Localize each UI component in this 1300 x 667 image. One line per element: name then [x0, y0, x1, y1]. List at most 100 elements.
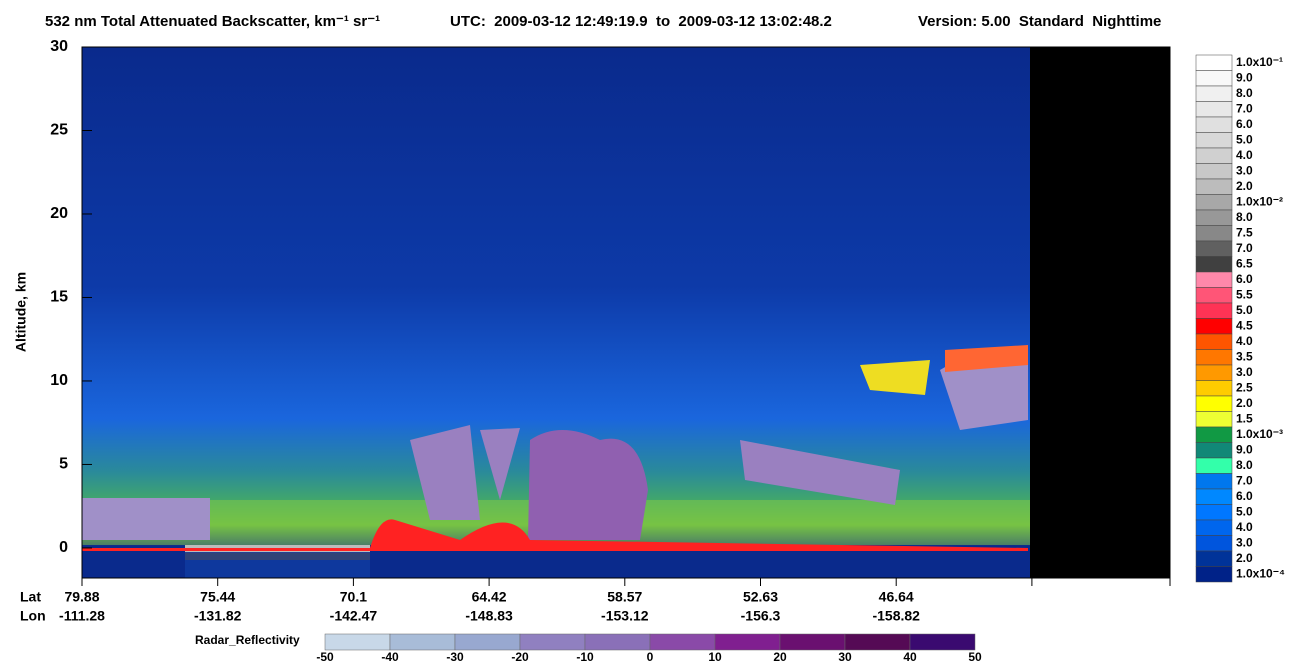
colorbar-label: 4.0	[1236, 148, 1253, 162]
lon-tick-label: -148.83	[465, 608, 513, 624]
radar-swatch	[324, 633, 391, 651]
colorbar-swatch	[1195, 70, 1233, 87]
colorbar-label: 9.0	[1236, 442, 1253, 456]
lon-tick-label: -158.82	[872, 608, 920, 624]
radar-tick-label: 30	[838, 650, 852, 664]
lat-tick-label: 70.1	[340, 589, 367, 605]
y-tick-label: 20	[50, 205, 68, 222]
colorbar-label: 3.0	[1236, 365, 1253, 379]
colorbar-swatch	[1195, 271, 1233, 288]
colorbar-label: 5.5	[1236, 287, 1253, 301]
colorbar-swatch	[1195, 380, 1233, 397]
y-tick-label: 10	[50, 372, 68, 389]
colorbar-label: 1.0x10⁻²	[1236, 194, 1283, 208]
lat-tick-label: 79.88	[64, 589, 99, 605]
lat-tick-label: 75.44	[200, 589, 235, 605]
colorbar-swatch	[1195, 318, 1233, 335]
colorbar-swatch	[1195, 333, 1233, 350]
colorbar-label: 8.0	[1236, 86, 1253, 100]
colorbar-label: 5.0	[1236, 504, 1253, 518]
colorbar-label: 2.0	[1236, 551, 1253, 565]
colorbar-label: 2.0	[1236, 179, 1253, 193]
radar-tick-label: -30	[446, 650, 464, 664]
colorbar-swatch	[1195, 85, 1233, 102]
colorbar-label: 4.0	[1236, 520, 1253, 534]
radar-tick-label: -50	[316, 650, 334, 664]
radar-tick-label: 50	[968, 650, 982, 664]
y-tick-label: 0	[59, 539, 68, 556]
colorbar-swatch	[1195, 473, 1233, 490]
colorbar-swatch	[1195, 147, 1233, 164]
radar-swatch	[844, 633, 911, 651]
colorbar-swatch	[1195, 442, 1233, 459]
radar-swatch	[454, 633, 521, 651]
radar-tick-label: 10	[708, 650, 722, 664]
colorbar-label: 4.0	[1236, 334, 1253, 348]
radar-swatch	[714, 633, 781, 651]
radar-tick-label: 0	[647, 650, 654, 664]
colorbar-swatch	[1195, 349, 1233, 366]
radar-tick-label: -20	[511, 650, 529, 664]
lon-tick-label: -111.28	[59, 608, 105, 624]
colorbar-swatch	[1195, 101, 1233, 118]
colorbar-label: 5.0	[1236, 132, 1253, 146]
colorbar-swatch	[1195, 225, 1233, 242]
y-tick-label: 15	[50, 289, 68, 306]
colorbar-swatch	[1195, 132, 1233, 149]
colorbar-swatch	[1195, 411, 1233, 428]
lon-tick-label: -131.82	[194, 608, 242, 624]
colorbar-swatch	[1195, 116, 1233, 133]
colorbar-swatch	[1195, 488, 1233, 505]
time-range: UTC: 2009-03-12 12:49:19.9 to 2009-03-12…	[450, 13, 832, 30]
lat-label: Lat	[20, 589, 41, 605]
colorbar-swatch	[1195, 550, 1233, 567]
colorbar-swatch	[1195, 209, 1233, 226]
radar-swatch	[649, 633, 716, 651]
radar-swatch	[909, 633, 976, 651]
colorbar-label: 1.0x10⁻³	[1236, 427, 1283, 441]
lat-tick-label: 58.57	[607, 589, 642, 605]
colorbar-label: 6.5	[1236, 256, 1253, 270]
radar-tick-label: -10	[576, 650, 594, 664]
colorbar-label: 7.5	[1236, 225, 1253, 239]
radar-swatch	[584, 633, 651, 651]
colorbar-swatch	[1195, 240, 1233, 257]
colorbar-swatch	[1195, 194, 1233, 211]
colorbar-label: 3.0	[1236, 535, 1253, 549]
colorbar-label: 2.0	[1236, 396, 1253, 410]
colorbar-label: 7.0	[1236, 241, 1253, 255]
colorbar-label: 1.0x10⁻⁴	[1236, 566, 1285, 580]
radar-tick-label: 20	[773, 650, 787, 664]
colorbar-swatch	[1195, 302, 1233, 319]
radar-label: Radar_Reflectivity	[195, 633, 300, 647]
colorbar-label: 8.0	[1236, 458, 1253, 472]
lat-tick-label: 52.63	[743, 589, 778, 605]
plot-image	[82, 47, 1170, 578]
plot-frame	[81, 46, 1171, 579]
radar-swatch	[519, 633, 586, 651]
version: Version: 5.00 Standard Nighttime	[918, 13, 1161, 30]
lon-tick-label: -142.47	[330, 608, 378, 624]
colorbar-swatch	[1195, 504, 1233, 521]
radar-swatch	[389, 633, 456, 651]
colorbar-swatch	[1195, 163, 1233, 180]
colorbar-label: 6.0	[1236, 117, 1253, 131]
title: 532 nm Total Attenuated Backscatter, km⁻…	[45, 13, 380, 30]
colorbar-label: 7.0	[1236, 473, 1253, 487]
colorbar-label: 4.5	[1236, 318, 1253, 332]
y-tick-label: 25	[50, 122, 68, 139]
colorbar-label: 3.5	[1236, 349, 1253, 363]
radar-tick-label: 40	[903, 650, 917, 664]
y-axis-label: Altitude, km	[13, 272, 29, 352]
colorbar-label: 6.0	[1236, 489, 1253, 503]
colorbar-swatch	[1195, 256, 1233, 273]
lat-tick-label: 46.64	[879, 589, 914, 605]
lon-tick-label: -156.3	[741, 608, 781, 624]
lat-tick-label: 64.42	[472, 589, 507, 605]
colorbar-swatch	[1195, 364, 1233, 381]
colorbar-label: 5.0	[1236, 303, 1253, 317]
y-tick-label: 5	[59, 456, 68, 473]
colorbar-label: 9.0	[1236, 70, 1253, 84]
colorbar-swatch	[1195, 178, 1233, 195]
